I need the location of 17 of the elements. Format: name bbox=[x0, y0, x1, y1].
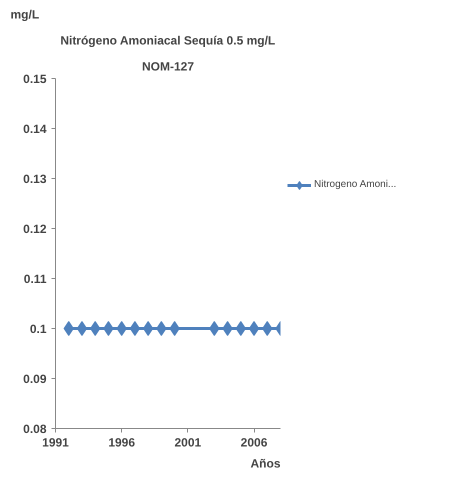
y-tick-label: 0.14 bbox=[23, 122, 47, 136]
y-tick-label: 0.11 bbox=[24, 272, 47, 286]
x-axis-title: Años bbox=[250, 456, 281, 470]
x-tick-label: 1991 bbox=[42, 436, 70, 450]
y-tick-label: 0.12 bbox=[23, 222, 47, 236]
x-tick-label: 1996 bbox=[108, 436, 136, 450]
chart-subtitle: NOM-127 bbox=[142, 60, 194, 74]
y-axis-title: mg/L bbox=[10, 8, 40, 22]
y-tick-label: 0.1 bbox=[30, 322, 47, 336]
y-tick-label: 0.08 bbox=[23, 422, 47, 436]
chart-title: Nitrógeno Amoniacal Sequía 0.5 mg/L bbox=[60, 34, 276, 48]
legend-label: Nitrogeno Amoni... bbox=[314, 179, 396, 190]
x-tick-label: 2001 bbox=[174, 436, 202, 450]
y-tick-label: 0.15 bbox=[23, 72, 47, 86]
x-tick-label: 2006 bbox=[240, 436, 268, 450]
y-tick-label: 0.09 bbox=[23, 372, 47, 386]
y-tick-label: 0.13 bbox=[23, 172, 47, 186]
